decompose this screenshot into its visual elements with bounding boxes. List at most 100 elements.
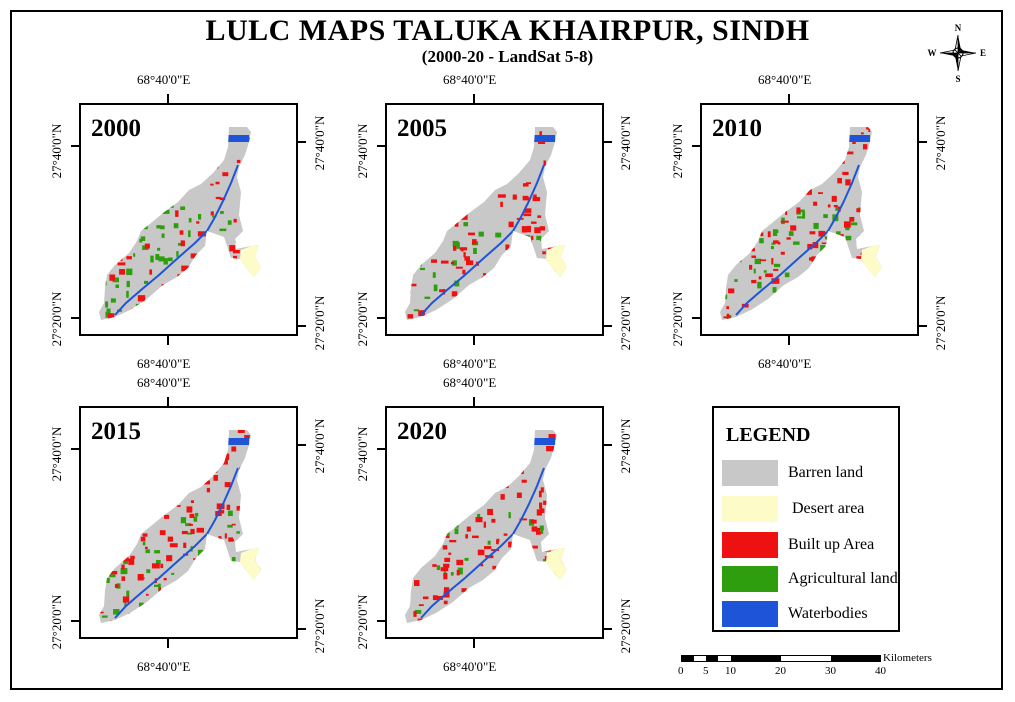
built-up-patch [524, 552, 529, 555]
agricultural-patch [230, 260, 236, 265]
built-up-patch [181, 265, 189, 272]
agricultural-patch [144, 615, 148, 619]
built-up-patch [550, 544, 557, 550]
built-up-patch [447, 196, 455, 201]
agricultural-patch [218, 576, 225, 580]
built-up-patch [245, 472, 253, 479]
built-up-patch [502, 450, 507, 457]
built-up-patch [512, 274, 519, 279]
agricultural-patch [218, 245, 223, 251]
agricultural-patch [812, 313, 817, 320]
built-up-patch [731, 210, 735, 217]
agricultural-patch [193, 516, 198, 522]
tick-mark [167, 336, 169, 345]
agricultural-patch [150, 211, 155, 216]
latitude-label-top-right: 27°40'0"N [618, 115, 633, 171]
built-up-patch [803, 283, 809, 288]
built-up-patch [248, 513, 254, 516]
agricultural-patch [520, 294, 523, 299]
built-up-patch [449, 430, 453, 435]
built-up-patch [526, 246, 533, 251]
built-up-patch [475, 516, 483, 523]
built-up-patch [525, 261, 529, 264]
agricultural-patch [108, 244, 112, 251]
agricultural-patch [106, 308, 111, 315]
agricultural-patch [198, 269, 204, 277]
agricultural-patch [171, 572, 175, 575]
built-up-patch [472, 434, 477, 439]
agricultural-patch [749, 207, 756, 212]
scale-tick: 20 [775, 665, 786, 677]
agricultural-patch [159, 225, 165, 230]
built-up-patch [528, 240, 532, 246]
built-up-patch [408, 551, 412, 558]
agricultural-patch [473, 247, 477, 254]
built-up-patch [466, 478, 470, 484]
built-up-patch [822, 156, 827, 159]
built-up-patch [103, 267, 112, 271]
built-up-patch [422, 216, 430, 219]
agricultural-patch [126, 590, 130, 598]
agricultural-patch [487, 540, 491, 545]
built-up-patch [221, 458, 228, 465]
built-up-patch [138, 518, 147, 525]
built-up-patch [875, 287, 881, 293]
built-up-patch [750, 181, 759, 187]
built-up-patch [484, 187, 491, 193]
built-up-patch [812, 313, 816, 318]
agricultural-patch [227, 220, 232, 225]
built-up-patch [205, 599, 209, 605]
built-up-patch [416, 215, 424, 221]
agricultural-patch [813, 222, 819, 229]
latitude-label-bottom-left: 27°20'0"N [49, 594, 64, 650]
built-up-patch [728, 288, 735, 294]
built-up-patch [743, 207, 749, 211]
agricultural-patch [109, 574, 116, 578]
scale-tick: 5 [703, 665, 709, 677]
agricultural-patch [164, 609, 170, 616]
agricultural-patch [209, 598, 214, 603]
agricultural-patch [424, 296, 431, 299]
built-up-patch [232, 587, 237, 592]
built-up-patch [512, 600, 521, 607]
built-up-patch [169, 543, 178, 548]
scale-tick: 30 [825, 665, 836, 677]
agricultural-patch [189, 277, 197, 281]
built-up-patch [127, 504, 132, 507]
built-up-patch [860, 132, 864, 135]
agricultural-patch [126, 232, 132, 235]
built-up-patch [785, 208, 788, 215]
built-up-patch [773, 268, 779, 271]
built-up-patch [205, 543, 214, 549]
built-up-patch [777, 241, 781, 245]
built-up-patch [192, 480, 196, 487]
built-up-patch [124, 512, 130, 517]
built-up-patch [535, 262, 541, 265]
agricultural-patch [109, 535, 117, 540]
built-up-patch [481, 590, 484, 594]
built-up-patch [218, 457, 223, 460]
built-up-patch [504, 557, 512, 564]
built-up-patch [817, 258, 823, 263]
built-up-patch [124, 149, 131, 153]
built-up-patch [188, 523, 193, 526]
tick-mark [919, 325, 927, 327]
built-up-patch [145, 505, 149, 509]
agricultural-patch [824, 236, 832, 240]
built-up-patch [158, 587, 161, 593]
built-up-patch [444, 619, 450, 623]
built-up-patch [434, 461, 441, 465]
built-up-patch [551, 491, 556, 498]
built-up-patch [460, 213, 468, 220]
built-up-patch [230, 605, 237, 609]
built-up-patch [530, 519, 537, 524]
built-up-patch [509, 468, 516, 474]
built-up-patch [521, 479, 527, 483]
legend-label: Built up Area [788, 536, 875, 553]
built-up-patch [228, 537, 234, 542]
built-up-patch [203, 435, 208, 438]
built-up-patch [406, 565, 413, 572]
agricultural-patch [133, 253, 136, 257]
agricultural-patch [522, 562, 527, 565]
land-cover-map [99, 430, 261, 623]
